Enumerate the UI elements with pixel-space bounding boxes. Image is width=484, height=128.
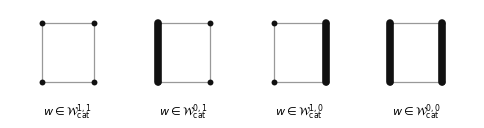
Text: $w \in \mathcal{W}_{\mathrm{cat}}^{1,0}$: $w \in \mathcal{W}_{\mathrm{cat}}^{1,0}$ — [275, 103, 325, 123]
Text: $w \in \mathcal{W}_{\mathrm{cat}}^{1,1}$: $w \in \mathcal{W}_{\mathrm{cat}}^{1,1}$ — [43, 103, 92, 123]
Point — [38, 22, 45, 24]
Point — [154, 81, 162, 83]
Point — [206, 22, 214, 24]
Point — [322, 22, 330, 24]
Point — [322, 81, 330, 83]
Point — [270, 22, 278, 24]
Point — [90, 22, 98, 24]
Text: $w \in \mathcal{W}_{\mathrm{cat}}^{0,1}$: $w \in \mathcal{W}_{\mathrm{cat}}^{0,1}$ — [159, 103, 209, 123]
Point — [386, 22, 394, 24]
Point — [206, 81, 214, 83]
Text: $w \in \mathcal{W}_{\mathrm{cat}}^{0,0}$: $w \in \mathcal{W}_{\mathrm{cat}}^{0,0}$ — [392, 103, 441, 123]
Point — [439, 81, 446, 83]
Point — [386, 81, 394, 83]
Point — [439, 22, 446, 24]
Point — [38, 81, 45, 83]
Point — [154, 22, 162, 24]
Point — [270, 81, 278, 83]
Point — [90, 81, 98, 83]
